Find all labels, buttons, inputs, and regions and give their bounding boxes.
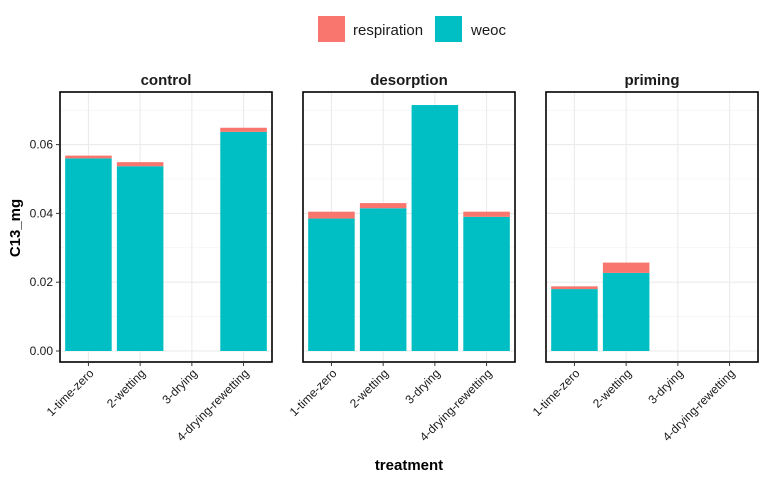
legend-label-respiration: respiration (353, 22, 423, 39)
x-tick-label: 2-wetting (590, 366, 634, 410)
x-tick-label: 1-time-zero (44, 366, 97, 419)
bar-weoc-3-drying (411, 105, 459, 351)
bar-weoc-4-drying-rewetting (220, 131, 267, 351)
bar-respiration-2-wetting (116, 162, 164, 167)
bar-respiration-4-drying-rewetting (463, 211, 510, 217)
y-axis-title: C13_mg (7, 199, 24, 257)
bar-weoc-2-wetting (602, 272, 650, 351)
bar-respiration-1-time-zero (65, 155, 112, 159)
y-axis: 0.00 0.02 0.04 0.06 (30, 138, 60, 358)
legend-key-weoc (435, 16, 462, 42)
x-tick-label: 3-drying (402, 366, 443, 407)
x-tick-label: 2-wetting (347, 366, 391, 410)
panel-border (302, 91, 516, 363)
bar-weoc-2-wetting (359, 208, 407, 351)
x-axis-title: treatment (375, 457, 443, 474)
bar-weoc-1-time-zero (65, 158, 112, 351)
panel-title: control (141, 72, 192, 89)
y-tick-label: 0.02 (30, 275, 54, 289)
bar-respiration-4-drying-rewetting (220, 127, 267, 132)
bar-respiration-1-time-zero (551, 286, 598, 290)
bar-weoc-2-wetting (116, 166, 164, 351)
x-tick-label: 3-drying (159, 366, 200, 407)
y-tick-label: 0.04 (30, 206, 54, 220)
legend-label-weoc: weoc (470, 22, 507, 39)
panel-border (545, 91, 759, 363)
bar-weoc-4-drying-rewetting (463, 216, 510, 351)
panel-title: desorption (370, 72, 448, 89)
bar-respiration-2-wetting (602, 262, 650, 273)
bar-weoc-1-time-zero (308, 218, 355, 351)
legend-key-respiration (318, 16, 345, 42)
x-tick-label: 1-time-zero (287, 366, 340, 419)
y-tick-label: 0.00 (30, 344, 54, 358)
bar-respiration-1-time-zero (308, 211, 355, 219)
legend: respiration weoc (318, 16, 507, 42)
x-tick-label: 1-time-zero (530, 366, 583, 419)
bar-respiration-2-wetting (359, 203, 407, 209)
panel-border (59, 91, 273, 363)
panel-title: priming (625, 72, 680, 89)
y-tick-label: 0.06 (30, 138, 54, 152)
x-tick-label: 3-drying (645, 366, 686, 407)
bar-weoc-1-time-zero (551, 289, 598, 351)
x-tick-label: 2-wetting (104, 366, 148, 410)
